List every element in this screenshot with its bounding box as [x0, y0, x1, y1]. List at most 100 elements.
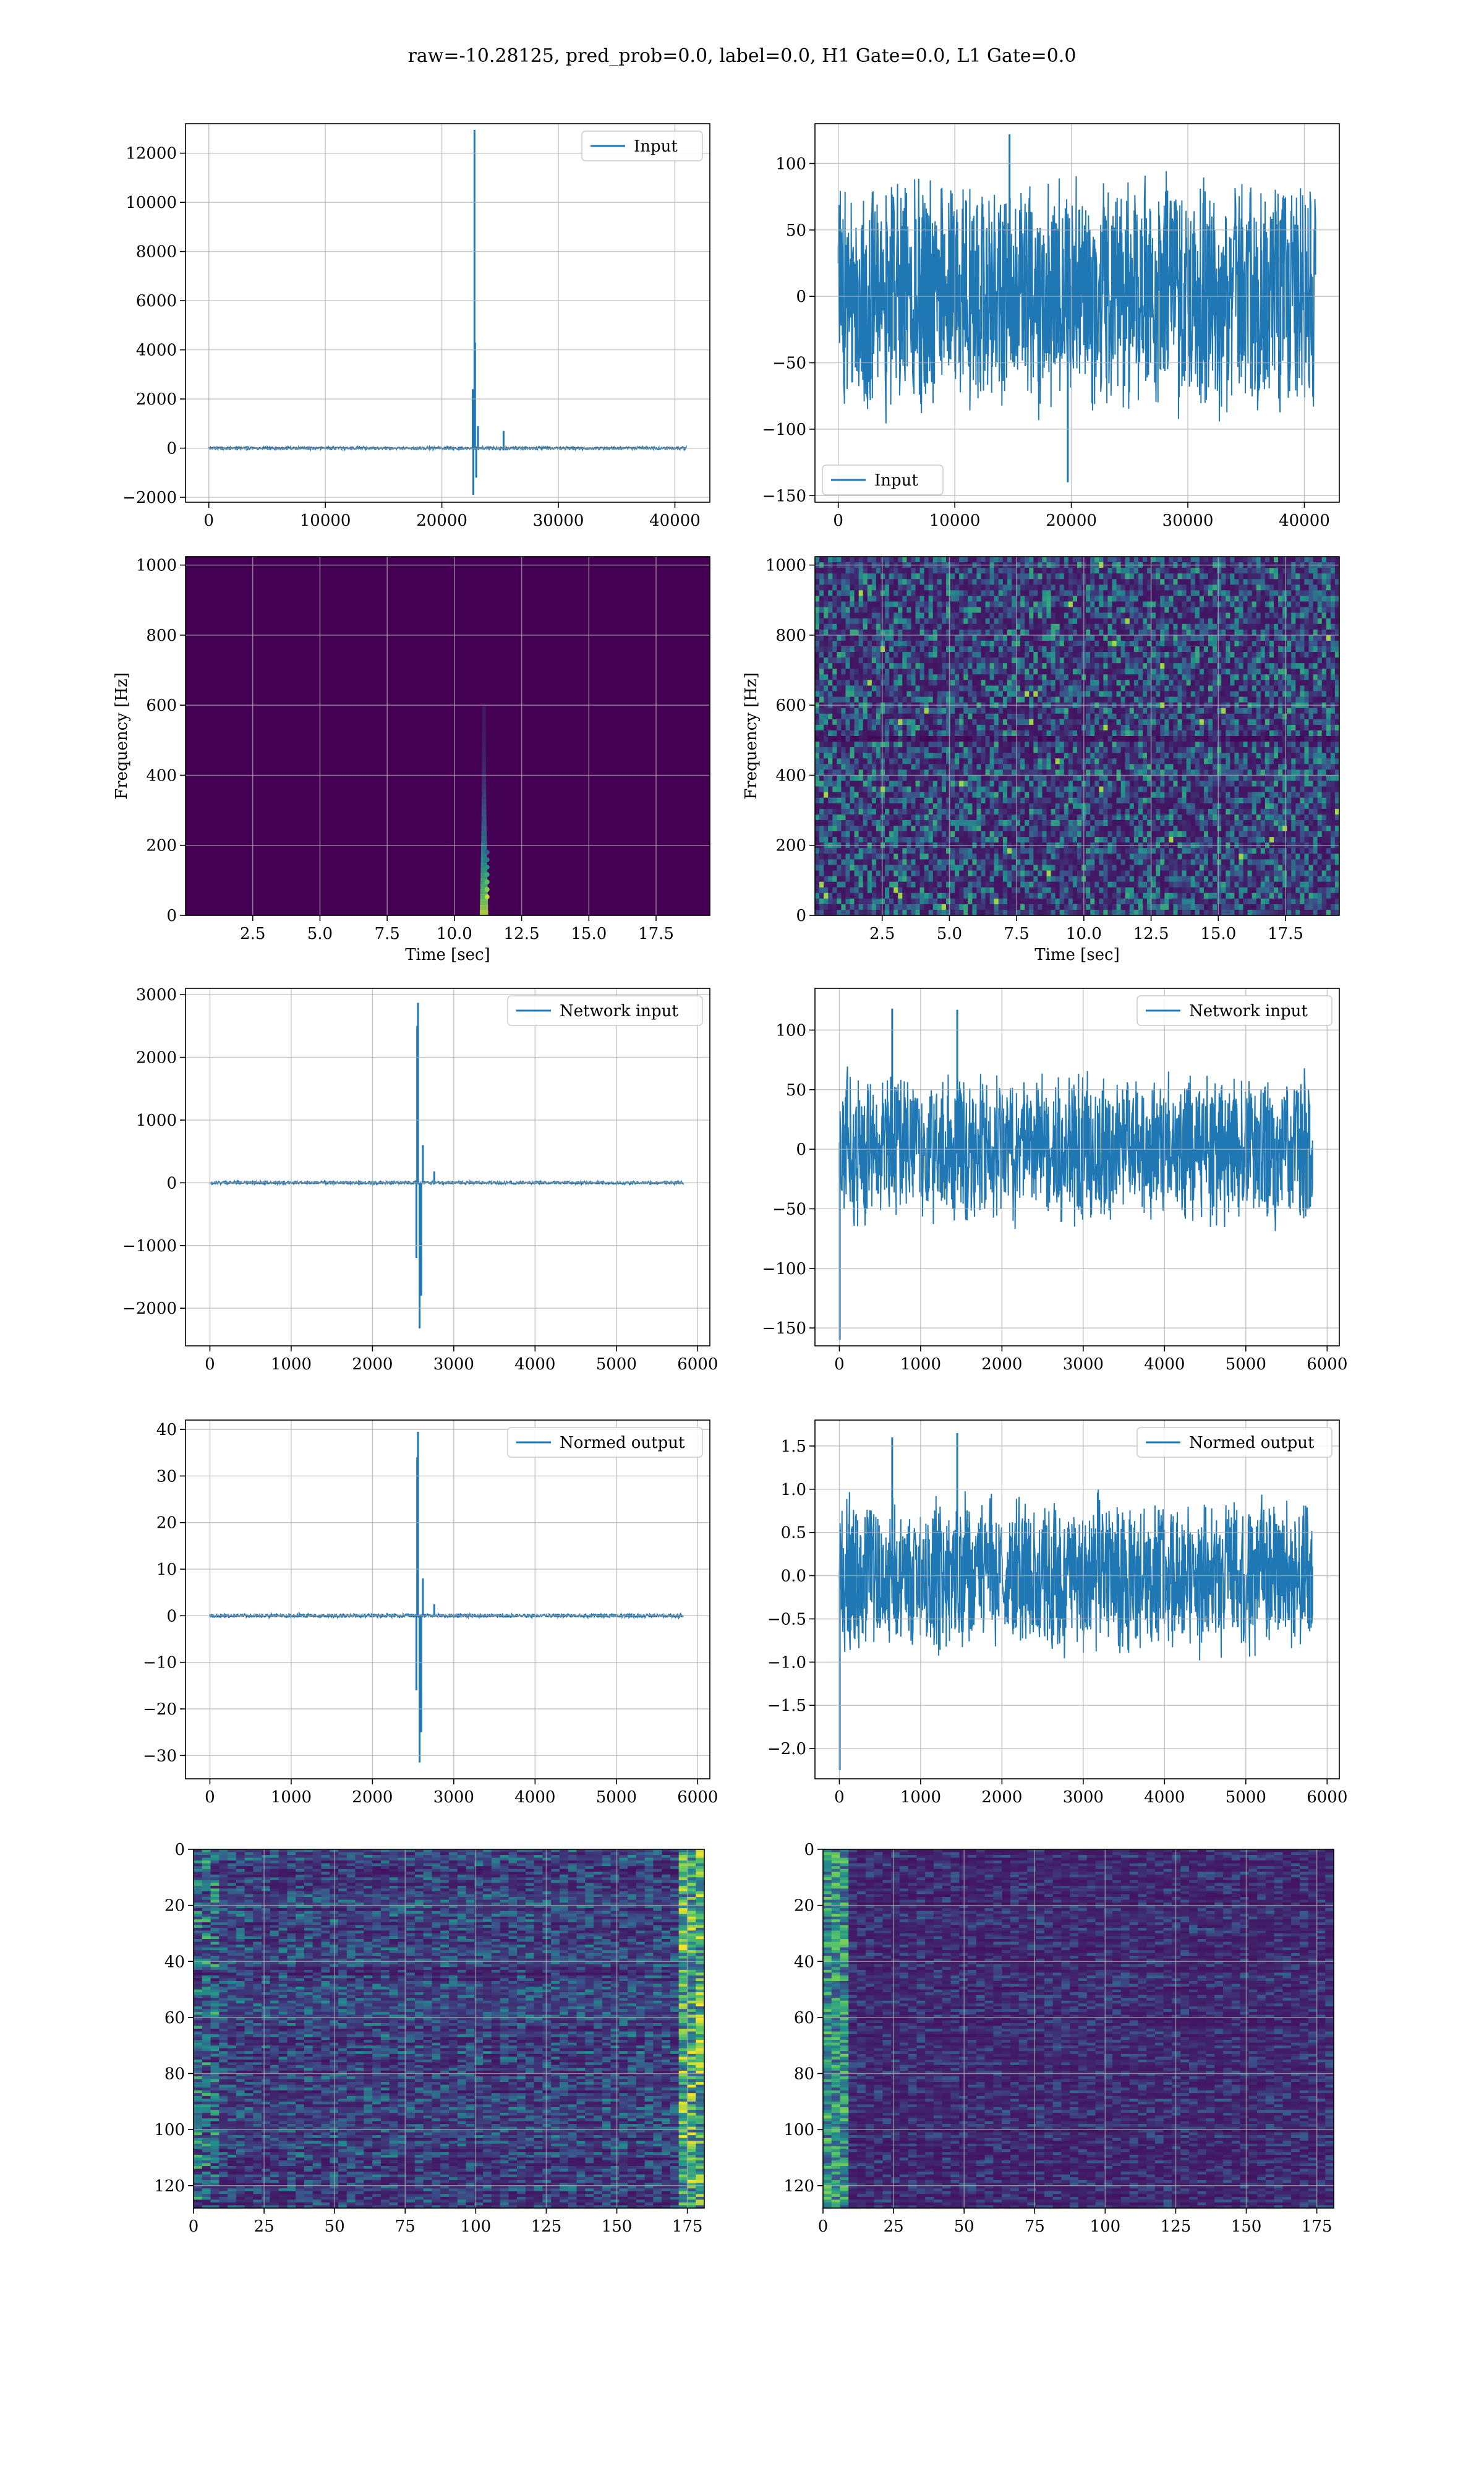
heatmap-cell [919, 747, 925, 753]
heatmap-cell [932, 797, 938, 804]
heatmap-cell [911, 870, 916, 877]
heatmap-cell [906, 826, 912, 832]
heatmap-cell [1107, 909, 1113, 915]
heatmap-cell [985, 708, 991, 714]
heatmap-cell [1103, 887, 1109, 894]
heatmap-cell [858, 612, 864, 619]
heatmap-cell [1064, 612, 1069, 619]
chirp-peak [484, 865, 490, 870]
heatmap-cell [1046, 680, 1052, 687]
heatmap-cell [976, 781, 982, 787]
heatmap-cell [932, 870, 938, 877]
heatmap-cell [959, 848, 964, 854]
heatmap-cell [885, 887, 890, 894]
heatmap-cell [1129, 730, 1135, 737]
heatmap-cell [1012, 876, 1017, 883]
heatmap-cell [1020, 826, 1025, 832]
heatmap-cell [876, 719, 881, 726]
heatmap-cell [1138, 808, 1143, 815]
heatmap-cell [1038, 826, 1043, 832]
heatmap-cell [1046, 579, 1052, 585]
heatmap-cell [889, 742, 894, 748]
heatmap-cell [955, 646, 960, 653]
heatmap-cell [959, 764, 964, 770]
heatmap-cell [946, 747, 951, 753]
heatmap-cell [828, 865, 833, 871]
heatmap-cell [881, 848, 885, 854]
heatmap-cell [955, 814, 960, 821]
heatmap-cell [876, 747, 881, 753]
heatmap-cell [863, 674, 868, 680]
heatmap-cell [955, 730, 960, 737]
heatmap-cell [1046, 669, 1052, 675]
heatmap-cell [1055, 663, 1060, 669]
heatmap-cell [885, 826, 890, 832]
heatmap-cell [911, 808, 916, 815]
heatmap-cell [1020, 724, 1025, 731]
heatmap-cell [850, 730, 855, 737]
heatmap-cell [946, 568, 951, 574]
heatmap-cell [1116, 601, 1122, 608]
heatmap-cell [968, 742, 973, 748]
heatmap-cell [1112, 657, 1117, 664]
heatmap-cell [1051, 691, 1056, 698]
heatmap-cell [837, 898, 842, 905]
heatmap-cell [1120, 640, 1126, 647]
heatmap-cell [1116, 607, 1122, 614]
heatmap-cell [937, 826, 942, 832]
heatmap-cell [854, 854, 859, 860]
heatmap-cell [981, 881, 986, 888]
heatmap-cell [898, 870, 903, 877]
heatmap-cell [902, 887, 907, 894]
heatmap-cell [1042, 680, 1047, 687]
heatmap-cell [815, 876, 820, 883]
heatmap-cell [906, 898, 912, 905]
heatmap-cell [946, 657, 951, 664]
heatmap-cell [902, 803, 907, 810]
heatmap-cell [902, 584, 907, 591]
heatmap-cell [876, 590, 881, 597]
heatmap-cell [981, 808, 986, 815]
heatmap-cell [845, 747, 851, 753]
heatmap-cell [963, 758, 968, 764]
heatmap-cell [1086, 820, 1091, 826]
heatmap-cell [863, 635, 868, 641]
heatmap-cell [1120, 623, 1126, 630]
heatmap-cell [841, 775, 846, 782]
heatmap-cell [881, 742, 885, 748]
heatmap-cell [824, 820, 829, 826]
heatmap-cell [972, 612, 978, 619]
heatmap-cell [893, 685, 898, 692]
heatmap-cell [1038, 685, 1043, 692]
heatmap-cell [1002, 601, 1008, 608]
heatmap-cell [963, 568, 968, 574]
heatmap-cell [1077, 848, 1082, 854]
heatmap-cell [1120, 573, 1126, 580]
heatmap-cell [928, 859, 934, 866]
heatmap-cell [876, 618, 881, 625]
heatmap-cell [828, 769, 833, 776]
heatmap-cell [832, 859, 837, 866]
heatmap-cell [1007, 590, 1012, 597]
heatmap-cell [871, 753, 877, 759]
heatmap-cell [959, 568, 964, 574]
heatmap-cell [1046, 724, 1052, 731]
heatmap-cell [985, 831, 991, 837]
heatmap-cell [1002, 808, 1008, 815]
heatmap-cell [828, 786, 833, 793]
heatmap-cell [985, 657, 991, 664]
heatmap-cell [1002, 708, 1008, 714]
heatmap-cell [985, 623, 991, 630]
heatmap-cell [1112, 837, 1117, 843]
heatmap-cell [950, 657, 955, 664]
heatmap-cell [841, 814, 846, 821]
heatmap-cell [1002, 607, 1008, 614]
heatmap-cell [871, 623, 877, 630]
heatmap-cell [1072, 601, 1078, 608]
heatmap-cell [858, 607, 864, 614]
heatmap-cell [1125, 876, 1130, 883]
heatmap-cell [1002, 814, 1008, 821]
heatmap-cell [1059, 820, 1065, 826]
heatmap-cell [1064, 640, 1069, 647]
heatmap-cell [871, 663, 877, 669]
